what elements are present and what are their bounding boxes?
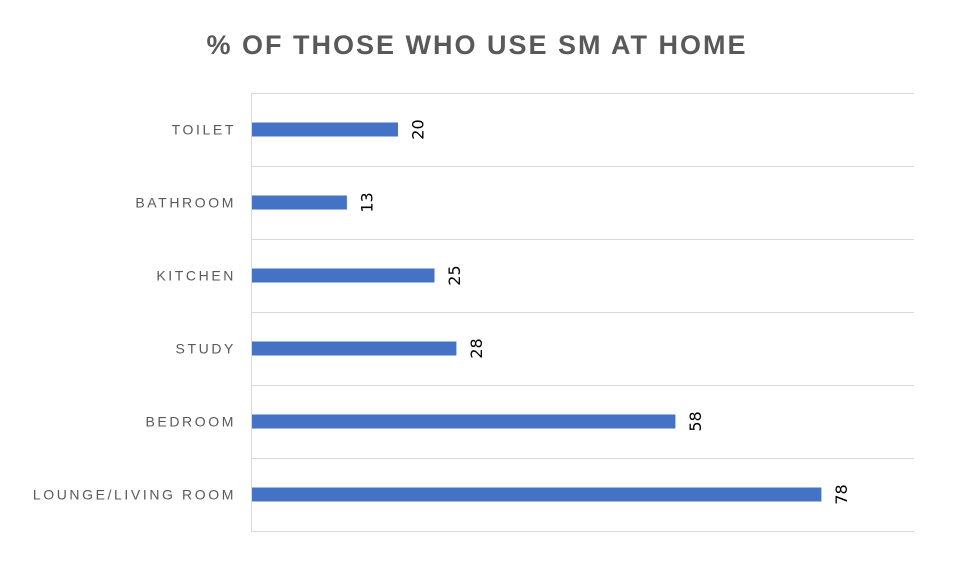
chart-title: % OF THOSE WHO USE SM AT HOME bbox=[206, 30, 748, 60]
bar bbox=[252, 414, 676, 429]
data-label: 28 bbox=[467, 338, 486, 358]
bar bbox=[252, 341, 457, 356]
bars bbox=[252, 122, 822, 502]
bar bbox=[252, 487, 822, 502]
category-labels: TOILET BATHROOM KITCHEN STUDY BEDROOM LOUNGE/… bbox=[33, 122, 236, 503]
category-label: TOILET bbox=[172, 122, 236, 138]
data-label: 25 bbox=[445, 265, 464, 285]
data-label: 20 bbox=[409, 119, 428, 139]
data-label: 58 bbox=[686, 411, 705, 431]
data-label: 13 bbox=[357, 192, 376, 212]
gridlines bbox=[251, 93, 914, 532]
data-labels: 20 13 25 28 58 78 bbox=[357, 119, 851, 504]
bar bbox=[252, 268, 435, 283]
data-label: 78 bbox=[832, 484, 851, 504]
category-label: KITCHEN bbox=[156, 268, 236, 284]
category-label: LOUNGE/LIVING ROOM bbox=[33, 487, 236, 503]
bar bbox=[252, 195, 347, 210]
category-label: BATHROOM bbox=[135, 195, 236, 211]
category-label: STUDY bbox=[176, 341, 236, 357]
bar bbox=[252, 122, 398, 137]
category-label: BEDROOM bbox=[145, 414, 236, 430]
